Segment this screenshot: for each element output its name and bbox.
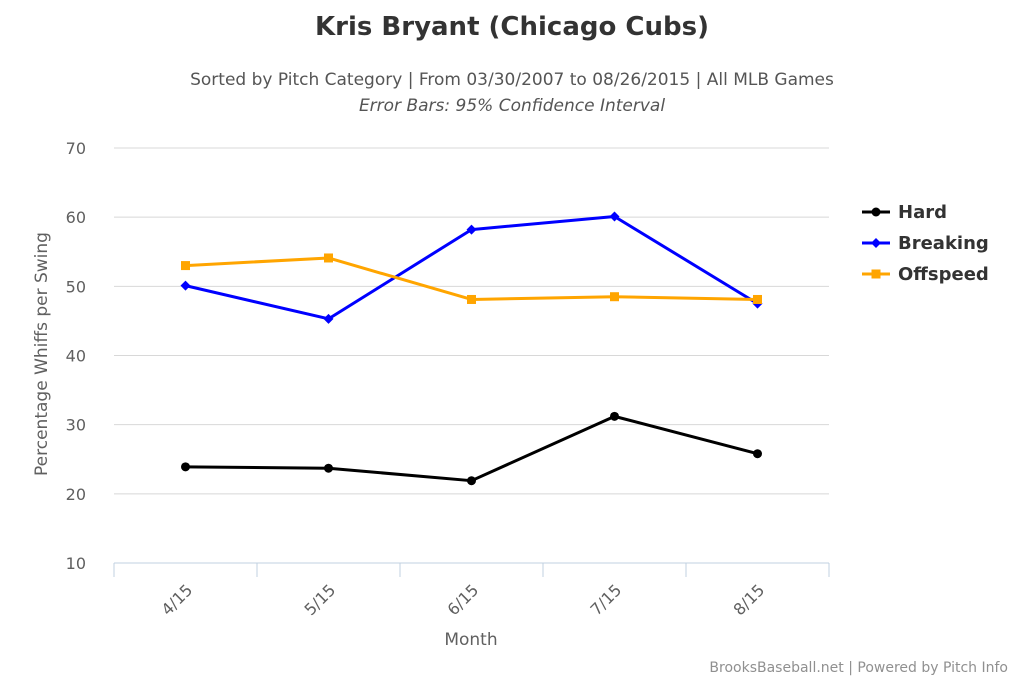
legend-label: Hard (898, 202, 947, 223)
data-point[interactable] (610, 292, 619, 302)
legend: Hard Breaking Offspeed (862, 202, 989, 285)
data-point[interactable] (753, 449, 762, 459)
data-point[interactable] (324, 463, 333, 473)
data-point[interactable] (181, 462, 190, 472)
x-tick-label: 8/15 (729, 580, 768, 619)
data-point[interactable] (324, 253, 333, 263)
data-point[interactable] (466, 224, 477, 235)
x-tick-label: 6/15 (443, 580, 482, 619)
chart-title: Kris Bryant (Chicago Cubs) (315, 12, 709, 42)
series-offspeed (181, 253, 762, 304)
data-point[interactable] (871, 269, 881, 279)
x-tick-label: 5/15 (300, 580, 339, 619)
y-tick-label: 70 (66, 139, 86, 158)
x-tick-label: 4/15 (157, 580, 196, 619)
credits: BrooksBaseball.net | Powered by Pitch In… (709, 660, 1008, 676)
series-line (185, 414, 758, 483)
x-axis: 4/15 5/15 6/15 7/15 8/15 (113, 562, 830, 619)
y-tick-label: 60 (66, 208, 86, 227)
data-point[interactable] (323, 313, 334, 324)
chart-subtitle-error-bars: Error Bars: 95% Confidence Interval (358, 96, 666, 116)
legend-item-offspeed[interactable]: Offspeed (862, 264, 989, 285)
data-point[interactable] (609, 211, 620, 222)
grid-lines (114, 147, 829, 495)
x-axis-title: Month (444, 630, 497, 650)
x-tick-label: 7/15 (586, 580, 625, 619)
data-point[interactable] (467, 476, 476, 486)
y-axis-ticks: 10 20 30 40 50 60 70 (66, 139, 86, 573)
series-layer (180, 211, 763, 486)
series-breaking (180, 211, 763, 324)
legend-item-hard[interactable]: Hard (862, 202, 947, 223)
data-point[interactable] (753, 294, 762, 304)
y-tick-label: 30 (66, 416, 86, 435)
y-tick-label: 10 (66, 554, 86, 573)
y-tick-label: 40 (66, 347, 86, 366)
series-hard (181, 411, 762, 486)
data-point[interactable] (871, 238, 881, 248)
data-point[interactable] (467, 294, 476, 304)
data-point[interactable] (181, 261, 190, 271)
legend-item-breaking[interactable]: Breaking (862, 233, 989, 254)
y-axis-title: Percentage Whiffs per Swing (32, 232, 52, 476)
y-tick-label: 20 (66, 485, 86, 504)
series-line (185, 256, 758, 301)
data-point[interactable] (180, 280, 191, 291)
legend-label: Offspeed (898, 264, 989, 285)
legend-label: Breaking (898, 233, 989, 254)
chart-subtitle: Sorted by Pitch Category | From 03/30/20… (190, 70, 834, 90)
y-tick-label: 50 (66, 277, 86, 296)
data-point[interactable] (610, 411, 619, 421)
data-point[interactable] (871, 207, 881, 217)
